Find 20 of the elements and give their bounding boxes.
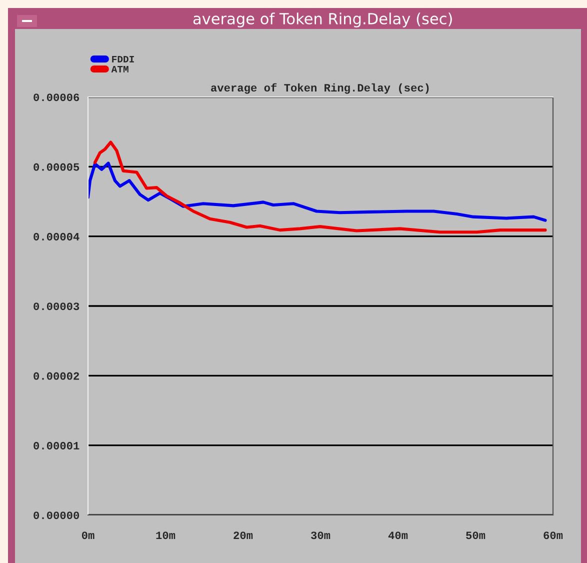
line-series — [88, 162, 547, 222]
y-tick-label: 0.00001 — [34, 442, 80, 450]
chart-subtitle: average of Token Ring.Delay (sec) — [211, 83, 429, 94]
x-tick-label: 20m — [234, 532, 253, 540]
x-tick-label: 60m — [544, 532, 563, 540]
line-series — [93, 140, 547, 234]
y-tick-label: 0.00003 — [34, 302, 80, 310]
x-tick-label: 30m — [311, 532, 330, 540]
y-tick-label: 0.00002 — [34, 372, 80, 380]
chart-title: average of Token Ring.Delay (sec) — [193, 12, 452, 28]
x-tick-label: 10m — [156, 532, 176, 540]
legend-label: FDDI — [112, 56, 134, 62]
x-tick-label: 50m — [466, 532, 486, 540]
x-tick-label: 40m — [388, 532, 408, 540]
y-tick-label: 0.00005 — [34, 163, 80, 171]
y-tick-label: 0.00000 — [34, 512, 80, 520]
y-tick-label: 0.00004 — [34, 232, 80, 240]
legend-label: ATM — [111, 66, 128, 72]
y-tick-label: 0.00006 — [34, 94, 80, 102]
x-tick-label: 0m — [82, 532, 94, 540]
